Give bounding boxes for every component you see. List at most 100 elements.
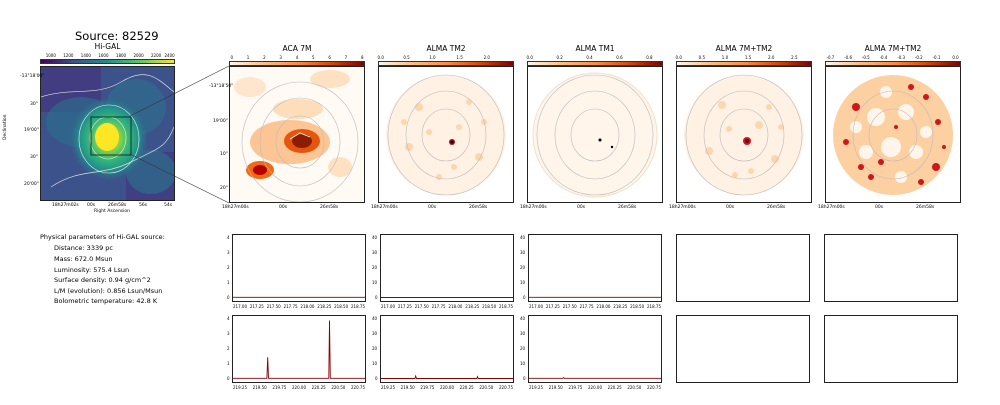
spectrum-xtick: 218.00 bbox=[448, 304, 463, 309]
colorbar-alma-7m-tm2-residual bbox=[825, 61, 961, 66]
alma-7m-tm2-map[interactable] bbox=[676, 66, 812, 203]
param-lm-evolution: L/M (evolution): 0.856 Lsun/Msun bbox=[54, 287, 163, 295]
colorbar-ticks-alma-7m-tm2: 0.0 0.5 1.0 1.5 2.0 2.5 bbox=[675, 55, 798, 60]
aca7m-ytick: 19'00" bbox=[213, 119, 228, 124]
spectrum-xtick: 217.75 bbox=[431, 304, 446, 309]
higal-xtick: 18h27m02s bbox=[52, 203, 79, 208]
alma-7m-tm2-residual-map[interactable] bbox=[825, 66, 961, 203]
colorbar-ticks-higal: 1000 1200 1400 1600 1800 2000 2200 2400 bbox=[45, 53, 175, 58]
spectrum-xtick: 220.75 bbox=[499, 385, 513, 390]
colorbar-alma-7m-tm2 bbox=[676, 61, 812, 66]
higal-map[interactable] bbox=[40, 66, 175, 201]
spectrum-xtick: 220.50 bbox=[331, 385, 346, 390]
higal-ytick: 30" bbox=[30, 102, 38, 107]
spectrum-ytick: 3 bbox=[227, 331, 230, 336]
spectrum-xtick: 220.25 bbox=[311, 385, 326, 390]
spectrum-xtick: 218.25 bbox=[613, 304, 628, 309]
spectrum-xtick: 217.50 bbox=[562, 304, 577, 309]
spectrum-ytick: 20 bbox=[372, 346, 378, 351]
spectrum-line bbox=[233, 320, 365, 379]
alma-7m-tm2-xtick: 26m58s bbox=[767, 205, 786, 210]
spectrum-xtick: 220.50 bbox=[479, 385, 494, 390]
higal-xlabel: Right Ascension bbox=[94, 209, 130, 214]
spectrum-ytick: 2 bbox=[227, 346, 230, 351]
spectrum-xtick: 220.25 bbox=[459, 385, 474, 390]
spectrum-aca7m-row2[interactable] bbox=[232, 315, 366, 383]
higal-image bbox=[41, 67, 174, 200]
alma-tm1-map[interactable] bbox=[527, 66, 663, 203]
alma-7m-tm2-residual-xtick: 26m58s bbox=[916, 205, 935, 210]
spectrum-xtick: 217.25 bbox=[249, 304, 264, 309]
aca7m-image bbox=[230, 67, 364, 202]
spectrum-xtick: 220.00 bbox=[588, 385, 602, 390]
spectrum-xtick: 218.25 bbox=[317, 304, 332, 309]
spectrum-xtick: 218.75 bbox=[647, 304, 661, 309]
spectrum-xtick: 220.00 bbox=[440, 385, 454, 390]
spectrum-alma-tm2-row1-plot bbox=[381, 297, 513, 298]
spectrum-xtick: 217.25 bbox=[545, 304, 560, 309]
spectrum-ytick: 4 bbox=[227, 235, 230, 240]
spectrum-ytick: 20 bbox=[520, 265, 526, 270]
spectrum-xtick: 218.50 bbox=[334, 304, 349, 309]
alma-7m-tm2-residual-xtick: 00s bbox=[875, 205, 884, 210]
spectrum-ytick: 2 bbox=[227, 265, 230, 270]
spectrum-empty-residual-row2 bbox=[824, 315, 958, 383]
alma-7m-tm2-residual-image bbox=[826, 67, 960, 202]
panel-title-higal: Hi-GAL bbox=[94, 42, 121, 51]
spectrum-xtick: 219.75 bbox=[568, 385, 583, 390]
spectrum-ytick: 30 bbox=[372, 250, 378, 255]
spectrum-alma-tm1-row2[interactable] bbox=[528, 315, 662, 383]
alma-tm1-xtick: 00s bbox=[577, 205, 586, 210]
param-luminosity: Luminosity: 575.4 Lsun bbox=[54, 266, 130, 274]
spectrum-alma-tm1-row1[interactable] bbox=[528, 234, 662, 302]
colorbar-alma-tm2 bbox=[378, 61, 514, 66]
spectrum-alma-tm2-row1[interactable] bbox=[380, 234, 514, 302]
spectrum-xtick: 220.75 bbox=[351, 385, 365, 390]
spectrum-xtick: 219.75 bbox=[272, 385, 287, 390]
higal-ytick: 30" bbox=[30, 155, 38, 160]
spectrum-ytick: 1 bbox=[227, 280, 230, 285]
spectrum-aca7m-row1[interactable] bbox=[232, 234, 366, 302]
spectrum-xtick: 219.50 bbox=[548, 385, 563, 390]
aca7m-map[interactable] bbox=[229, 66, 365, 203]
spectrum-ytick: 0 bbox=[523, 376, 526, 381]
spectrum-ytick: 10 bbox=[372, 361, 378, 366]
spectrum-ytick: 30 bbox=[520, 250, 526, 255]
spectrum-xtick: 217.00 bbox=[233, 304, 247, 309]
alma-tm2-map[interactable] bbox=[378, 66, 514, 203]
higal-ytick: -13°18'00" bbox=[20, 74, 45, 79]
spectrum-empty-7m-tm2-row2 bbox=[676, 315, 810, 383]
spectrum-alma-tm2-row2[interactable] bbox=[380, 315, 514, 383]
alma-tm2-xtick: 00s bbox=[428, 205, 437, 210]
higal-xtick: 00s bbox=[87, 203, 96, 208]
spectrum-xtick: 219.50 bbox=[252, 385, 267, 390]
alma-7m-tm2-residual-xtick: 18h27m00s bbox=[818, 205, 845, 210]
spectrum-xtick: 220.00 bbox=[292, 385, 306, 390]
spectrum-ytick: 40 bbox=[372, 316, 378, 321]
spectrum-xtick: 218.50 bbox=[630, 304, 645, 309]
aca7m-xtick: 18h27m00s bbox=[222, 205, 249, 210]
spectrum-ytick: 3 bbox=[227, 250, 230, 255]
spectrum-xtick: 218.75 bbox=[499, 304, 513, 309]
alma-7m-tm2-image bbox=[677, 67, 811, 202]
spectrum-xtick: 218.75 bbox=[351, 304, 365, 309]
spectrum-line bbox=[381, 374, 513, 379]
spectrum-xtick: 217.75 bbox=[283, 304, 298, 309]
alma-tm2-xtick: 18h27m00s bbox=[371, 205, 398, 210]
colorbar-ticks-alma-tm1: 0.0 0.2 0.4 0.6 0.8 bbox=[526, 55, 653, 60]
aca7m-ytick: -13°18'50" bbox=[209, 84, 234, 89]
spectrum-empty-residual-row1 bbox=[824, 234, 958, 302]
higal-xtick: 56s bbox=[139, 203, 148, 208]
spectrum-ytick: 10 bbox=[520, 361, 526, 366]
spectrum-xtick: 217.25 bbox=[397, 304, 412, 309]
aca7m-ytick: 10" bbox=[220, 152, 228, 157]
spectrum-xtick: 217.75 bbox=[579, 304, 594, 309]
spectrum-xtick: 217.00 bbox=[529, 304, 543, 309]
spectrum-ytick: 0 bbox=[227, 295, 230, 300]
panel-title-alma-tm1: ALMA TM1 bbox=[575, 44, 615, 53]
spectrum-alma-tm2-row2-plot bbox=[381, 374, 513, 379]
colorbar-aca7m bbox=[229, 61, 365, 66]
alma-tm2-image bbox=[379, 67, 513, 202]
spectrum-alma-tm1-row2-plot bbox=[529, 377, 661, 379]
spectrum-empty-7m-tm2-row1 bbox=[676, 234, 810, 302]
